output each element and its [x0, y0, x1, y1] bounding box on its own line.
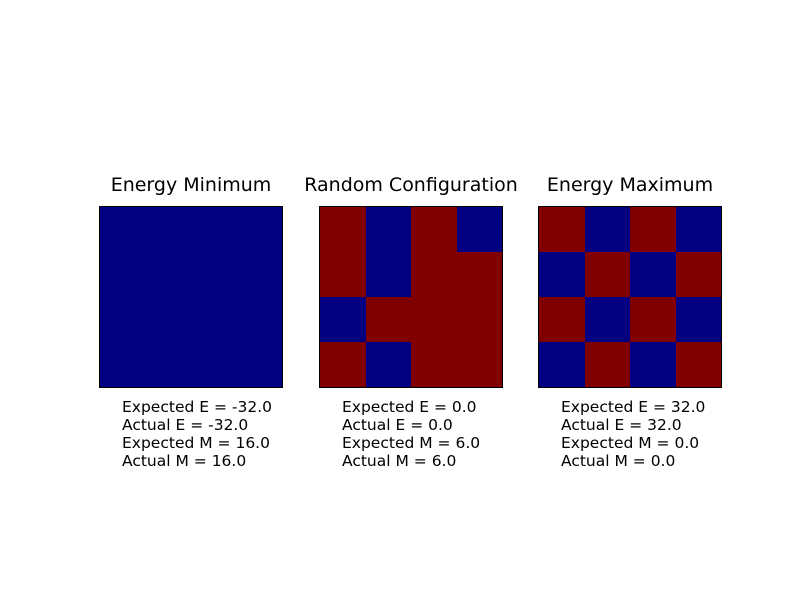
stat-line-expected-e: Expected E = 32.0 — [561, 398, 706, 416]
stat-line-expected-e: Expected E = 0.0 — [342, 398, 477, 416]
spin-cell-blue — [100, 342, 146, 387]
spin-cell-blue — [100, 207, 146, 252]
spin-cell-blue — [145, 207, 191, 252]
spin-cell-red — [320, 252, 366, 297]
spin-cell-red — [320, 342, 366, 387]
spin-cell-red — [411, 207, 457, 252]
stats-block: Expected E = 0.0 Actual E = 0.0 Expected… — [342, 398, 480, 470]
spin-cell-red — [411, 342, 457, 387]
stat-line-actual-m: Actual M = 16.0 — [122, 452, 247, 470]
spin-cell-blue — [236, 207, 282, 252]
spin-cell-blue — [630, 342, 676, 387]
spin-cell-blue — [100, 252, 146, 297]
spin-cell-blue — [236, 252, 282, 297]
spin-cell-blue — [145, 297, 191, 342]
spin-cell-blue — [191, 342, 237, 387]
spin-cell-blue — [675, 297, 721, 342]
spin-cell-red — [539, 207, 585, 252]
stat-line-actual-e: Actual E = 32.0 — [561, 416, 682, 434]
spin-cell-blue — [145, 252, 191, 297]
spin-cell-blue — [145, 342, 191, 387]
panel-random-configuration: Random Configuration Expected E = 0.0 Ac… — [304, 0, 518, 597]
spin-cell-blue — [584, 207, 630, 252]
spin-cell-blue — [191, 252, 237, 297]
spin-cell-red — [320, 207, 366, 252]
spin-cell-red — [456, 297, 502, 342]
spin-grid — [319, 206, 503, 388]
spin-grid — [538, 206, 722, 388]
spin-cell-red — [675, 252, 721, 297]
stat-line-actual-e: Actual E = -32.0 — [122, 416, 249, 434]
spin-cell-blue — [191, 207, 237, 252]
spin-cell-red — [539, 297, 585, 342]
stats-block: Expected E = 32.0 Actual E = 32.0 Expect… — [561, 398, 705, 470]
panel-energy-maximum: Energy Maximum Expected E = 32.0 Actual … — [538, 0, 722, 597]
spin-cell-red — [630, 207, 676, 252]
spin-cell-red — [456, 252, 502, 297]
spin-cell-red — [630, 297, 676, 342]
spin-cell-blue — [456, 207, 502, 252]
spin-cell-red — [365, 297, 411, 342]
stat-line-actual-e: Actual E = 0.0 — [342, 416, 453, 434]
stat-line-actual-m: Actual M = 0.0 — [561, 452, 676, 470]
spin-cell-blue — [365, 252, 411, 297]
spin-cell-blue — [539, 252, 585, 297]
spin-grid — [99, 206, 283, 388]
panel-title: Energy Maximum — [546, 174, 714, 196]
spin-cell-blue — [365, 342, 411, 387]
spin-cell-blue — [539, 342, 585, 387]
stat-line-expected-m: Expected M = 6.0 — [342, 434, 481, 452]
spin-cell-blue — [100, 297, 146, 342]
spin-cell-red — [411, 297, 457, 342]
spin-cell-blue — [236, 297, 282, 342]
stats-block: Expected E = -32.0 Actual E = -32.0 Expe… — [122, 398, 272, 470]
spin-cell-red — [411, 252, 457, 297]
spin-cell-blue — [236, 342, 282, 387]
panel-energy-minimum: Energy Minimum Expected E = -32.0 Actual… — [99, 0, 283, 597]
panel-title: Random Configuration — [304, 174, 518, 196]
spin-cell-red — [584, 252, 630, 297]
spin-cell-blue — [320, 297, 366, 342]
panel-title: Energy Minimum — [110, 174, 272, 196]
spin-cell-blue — [191, 297, 237, 342]
stat-line-expected-m: Expected M = 16.0 — [122, 434, 270, 452]
stat-line-actual-m: Actual M = 6.0 — [342, 452, 457, 470]
spin-cell-red — [675, 342, 721, 387]
spin-cell-blue — [675, 207, 721, 252]
stat-line-expected-m: Expected M = 0.0 — [561, 434, 700, 452]
spin-cell-red — [584, 342, 630, 387]
spin-cell-red — [456, 342, 502, 387]
stat-line-expected-e: Expected E = -32.0 — [122, 398, 272, 416]
spin-cell-blue — [630, 252, 676, 297]
spin-cell-blue — [584, 297, 630, 342]
spin-cell-blue — [365, 207, 411, 252]
